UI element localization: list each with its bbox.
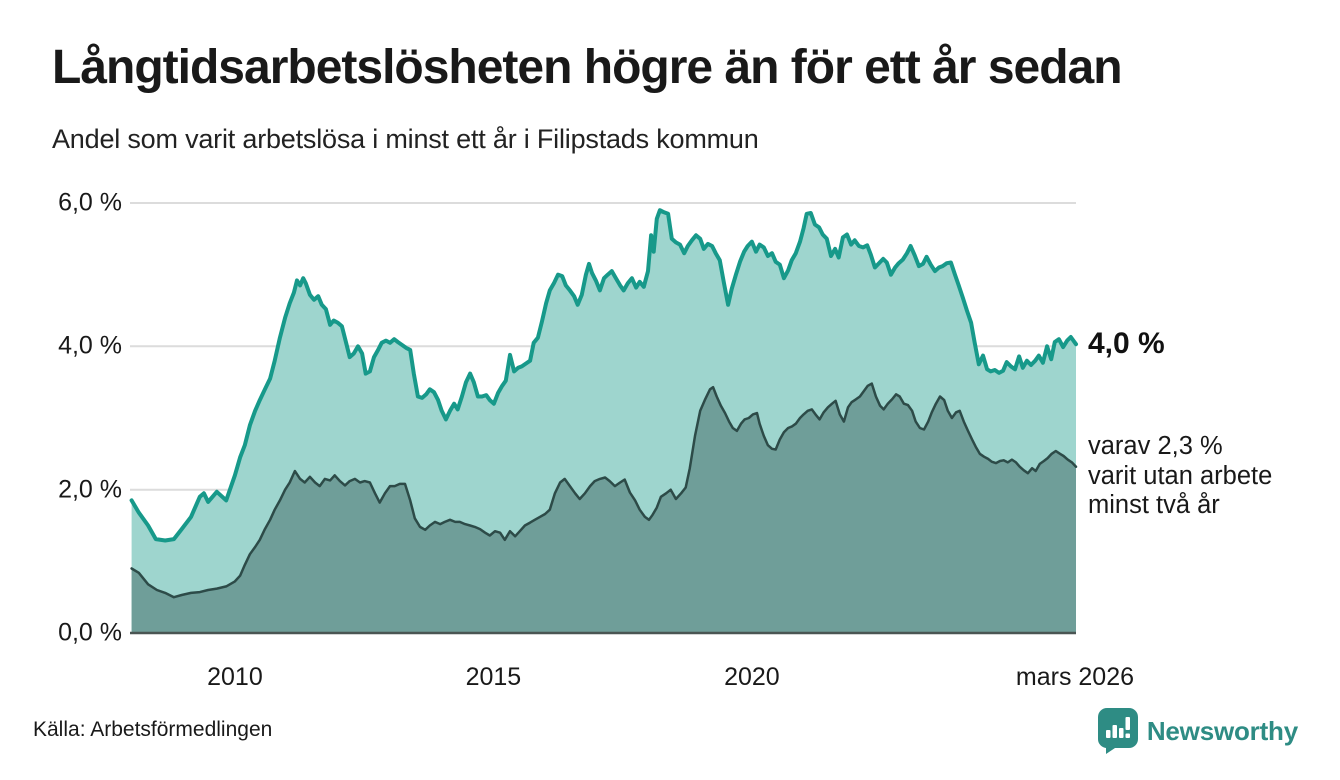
page-title: Långtidsarbetslösheten högre än för ett … [52,41,1123,94]
y-axis-tick-0: 0,0 % [58,618,122,647]
series-end-value-label: 4,0 % [1088,327,1165,361]
x-axis-tick-2020: 2020 [724,663,780,691]
y-axis-tick-4: 4,0 % [58,331,122,360]
brand-logo: Newsworthy [1097,708,1298,754]
line-series-0 [129,208,1078,543]
series-annotation-line-1: varav 2,3 % [1088,432,1223,460]
area-series-1 [131,383,1077,633]
x-axis-tick-2010: 2010 [207,663,263,691]
page-subtitle: Andel som varit arbetslösa i minst ett å… [52,124,759,154]
y-axis-tick-2: 2,0 % [58,475,122,504]
series-annotation-line-2: varit utan arbete [1088,461,1273,490]
y-axis-tick-6: 6,0 % [58,188,122,217]
series-annotation: varav 2,3 % varit utan arbete minst två … [1088,432,1272,521]
series-annotation-line-3: minst två år [1088,491,1220,519]
source-note: Källa: Arbetsförmedlingen [33,718,273,741]
newsworthy-logo-icon [1097,708,1138,754]
line-series-1 [130,382,1078,599]
x-axis-tick-2015: 2015 [465,663,522,691]
brand-wordmark: Newsworthy [1146,715,1298,746]
x-axis-tick-mars-2026: mars 2026 [1015,663,1135,691]
